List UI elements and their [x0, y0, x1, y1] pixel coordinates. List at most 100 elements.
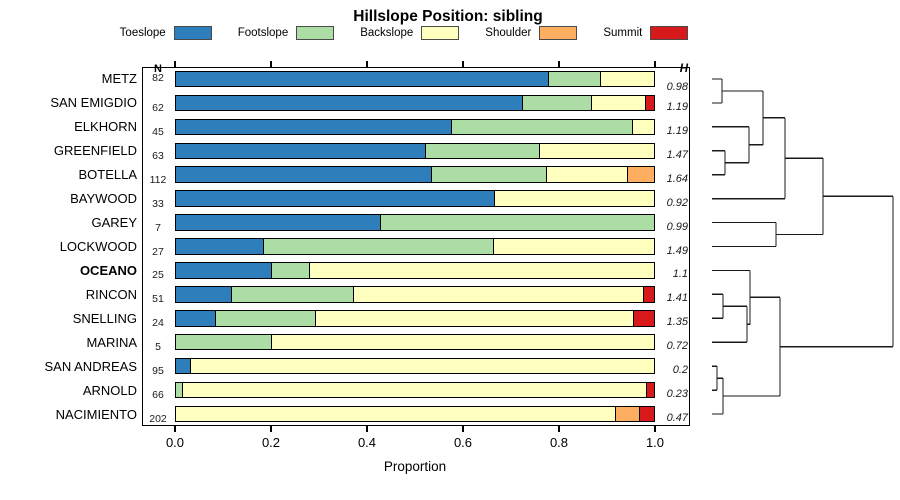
row-label-garey: GAREY: [91, 215, 137, 231]
n-value: 25: [152, 269, 164, 282]
axis-tick-label: 0.4: [357, 435, 377, 450]
row-label-san-emigdio: SAN EMIGDIO: [50, 95, 137, 111]
h-value: 1.19: [666, 124, 688, 137]
axis-tick: [558, 426, 560, 432]
legend-swatch-backslope: [421, 26, 460, 40]
bar-segment-toeslope: [176, 95, 524, 111]
h-value: 0.2: [672, 364, 688, 377]
bar-segment-footslope: [232, 287, 355, 302]
legend-swatch-footslope: [296, 26, 335, 40]
row-label-san-andreas: SAN ANDREAS: [44, 358, 137, 374]
h-column-header: H: [679, 63, 688, 75]
row-label-greenfield: GREENFIELD: [53, 143, 137, 159]
bar-segment-backslope: [592, 95, 647, 111]
axis-tick-label: 1.0: [645, 435, 665, 450]
bar-segment-footslope: [548, 71, 602, 87]
bar-segment-toeslope: [176, 119, 453, 135]
legend-label: Shoulder: [485, 27, 532, 39]
bar-segment-toeslope: [176, 167, 433, 182]
bar-segment-footslope: [452, 119, 633, 135]
n-value: 112: [149, 173, 167, 186]
bar-segment-backslope: [191, 358, 654, 374]
row-label-oceano: OCEANO: [79, 262, 137, 278]
n-value: 95: [152, 365, 164, 378]
legend-label: Backslope: [360, 27, 414, 39]
bar-segment-backslope: [309, 263, 654, 278]
row-label-botella: BOTELLA: [78, 167, 137, 183]
bar-row: [175, 333, 655, 351]
axis-tick-label: 0.8: [549, 435, 569, 450]
plot-border: [142, 67, 690, 426]
bar-segment-summit: [644, 287, 654, 302]
bar-segment-toeslope: [176, 143, 427, 159]
bar-segment-toeslope: [176, 311, 216, 326]
bar-row: [175, 357, 655, 375]
h-value: 1.64: [666, 172, 688, 185]
bar-segment-shoulder: [628, 167, 654, 182]
bar-segment-backslope: [494, 239, 654, 254]
h-value: 0.47: [666, 412, 688, 425]
row-label-arnold: ARNOLD: [82, 382, 137, 398]
row-label-lockwood: LOCKWOOD: [59, 239, 137, 254]
n-value: 7: [155, 221, 161, 234]
bar-row: [175, 381, 655, 399]
n-value: 66: [152, 389, 164, 402]
x-axis-title: Proportion: [383, 459, 447, 474]
bar-segment-toeslope: [176, 215, 382, 230]
h-value: 1.49: [666, 244, 688, 257]
row-label-metz: METZ: [101, 71, 137, 87]
h-value: 0.92: [666, 196, 688, 209]
h-value: 0.72: [666, 340, 688, 353]
axis-tick: [654, 61, 656, 67]
bar-segment-footslope: [523, 95, 593, 111]
bar-segment-summit: [633, 311, 654, 326]
n-value: 24: [152, 317, 164, 330]
h-value: 0.23: [666, 388, 688, 401]
axis-tick: [270, 426, 272, 432]
bar-segment-summit: [639, 406, 654, 422]
bar-segment-footslope: [215, 311, 316, 326]
legend-swatch-summit: [650, 26, 689, 40]
bar-segment-footslope: [176, 334, 272, 350]
axis-tick: [462, 61, 464, 67]
legend-item: Shoulder: [485, 26, 578, 40]
bar-segment-backslope: [271, 334, 654, 350]
h-value: 0.99: [666, 220, 688, 233]
bar-row: [175, 286, 655, 303]
legend: Toeslope Footslope Backslope Shoulder Summit: [0, 26, 808, 40]
bar-segment-footslope: [176, 382, 184, 398]
bar-row: [175, 118, 655, 136]
axis-tick: [270, 61, 272, 67]
bar-row: [175, 190, 655, 207]
bar-row: [175, 166, 655, 183]
bar-segment-toeslope: [176, 358, 192, 374]
bar-row: [175, 142, 655, 160]
bar-segment-footslope: [432, 167, 548, 182]
bar-segment-footslope: [271, 263, 310, 278]
legend-item: Backslope: [360, 26, 460, 40]
bar-segment-toeslope: [176, 263, 272, 278]
axis-tick-label: 0.2: [261, 435, 281, 450]
bar-segment-summit: [646, 382, 654, 398]
n-value: 51: [152, 293, 164, 306]
h-value: 1.1: [672, 268, 688, 281]
axis-tick: [174, 61, 176, 67]
n-value: 202: [149, 413, 167, 426]
n-value: 63: [152, 149, 164, 162]
legend-item: Toeslope: [120, 26, 212, 40]
bar-segment-toeslope: [176, 191, 495, 206]
bar-row: [175, 262, 655, 279]
h-value: 0.98: [666, 80, 688, 93]
n-value: 5: [155, 341, 161, 354]
h-value: 1.41: [666, 292, 688, 305]
axis-tick: [558, 61, 560, 67]
bar-segment-footslope: [426, 143, 541, 159]
bar-segment-backslope: [176, 406, 617, 422]
axis-tick: [366, 61, 368, 67]
n-value: 82: [152, 71, 164, 84]
h-value: 1.19: [666, 100, 688, 113]
legend-item: Summit: [603, 26, 689, 40]
bar-row: [175, 214, 655, 231]
axis-tick: [462, 426, 464, 432]
